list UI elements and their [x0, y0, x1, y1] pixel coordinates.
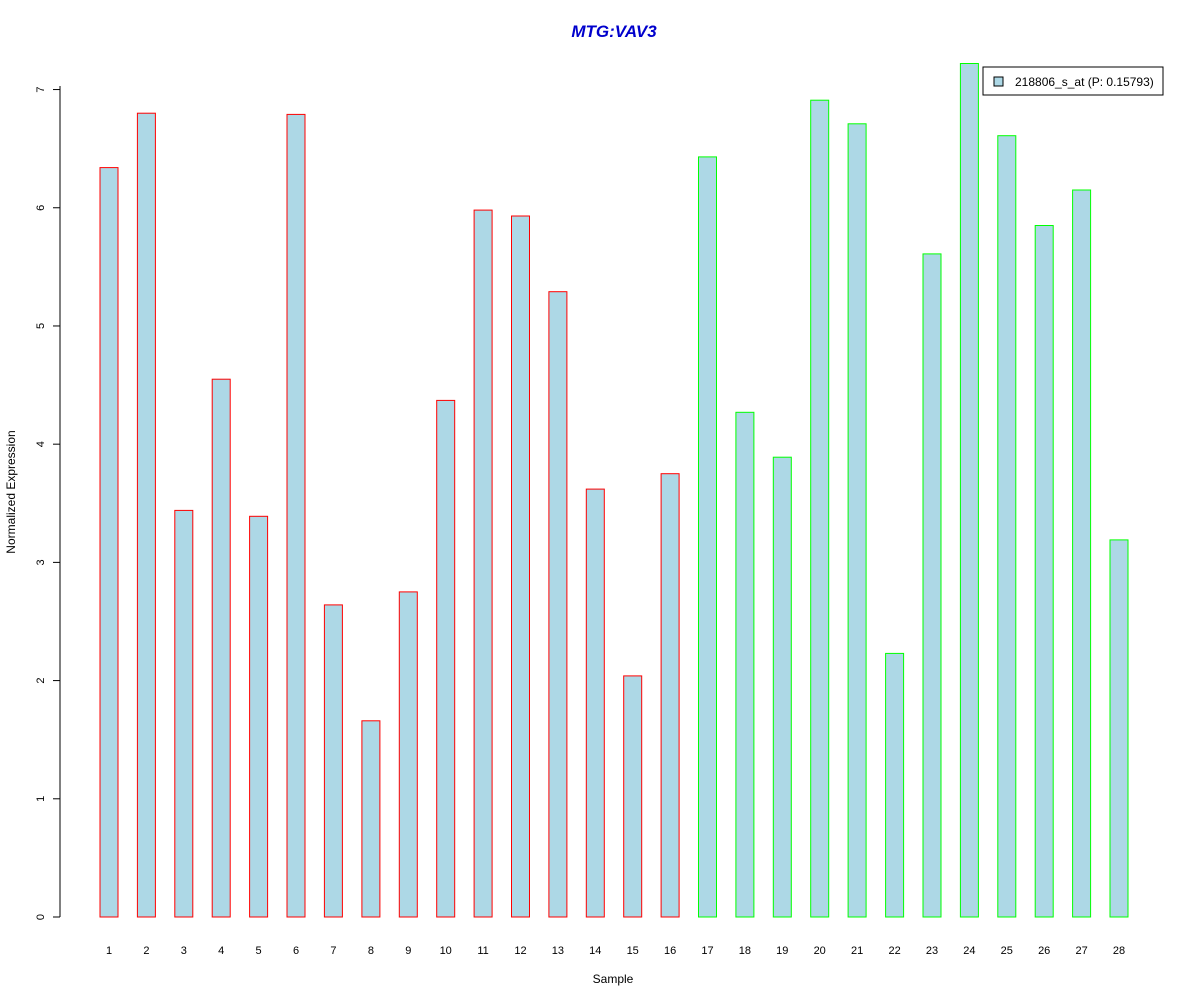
bar-sample-24 — [959, 63, 979, 918]
bar-sample-17 — [698, 156, 717, 918]
x-tick-label-20: 20 — [814, 945, 826, 957]
y-tick-label-7: 7 — [35, 86, 47, 92]
legend-label: 218806_s_at (P: 0.15793) — [1015, 75, 1154, 89]
x-tick-label-8: 8 — [368, 945, 374, 957]
bar-sample-27 — [1072, 189, 1092, 918]
bar-sample-19 — [772, 456, 792, 918]
y-axis-ticks: 0 1 2 3 4 5 6 7 — [35, 86, 60, 920]
bar-sample-23 — [922, 253, 942, 918]
bars-group — [99, 63, 1129, 918]
bar-sample-9 — [398, 591, 418, 918]
legend: 218806_s_at (P: 0.15793) — [982, 66, 1164, 96]
y-tick-label-3: 3 — [35, 559, 47, 565]
bar-sample-1 — [99, 167, 119, 918]
bar-sample-6 — [286, 113, 306, 918]
x-tick-label-25: 25 — [1001, 945, 1013, 957]
x-tick-label-26: 26 — [1038, 945, 1050, 957]
x-tick-label-21: 21 — [851, 945, 863, 957]
bar-sample-12 — [511, 215, 530, 918]
legend-box — [982, 66, 1164, 96]
bar-sample-10 — [436, 399, 456, 918]
x-axis-label: Sample — [593, 972, 634, 986]
y-tick-label-0: 0 — [35, 914, 47, 920]
bar-sample-8 — [361, 720, 381, 918]
x-tick-label-3: 3 — [181, 945, 187, 957]
x-tick-label-9: 9 — [405, 945, 411, 957]
bar-sample-21 — [847, 123, 867, 918]
legend-swatch — [993, 76, 1004, 87]
x-tick-label-19: 19 — [776, 945, 788, 957]
x-tick-label-28: 28 — [1113, 945, 1125, 957]
chart-title: MTG:VAV3 — [571, 22, 657, 41]
bar-sample-13 — [548, 291, 568, 918]
x-tick-label-5: 5 — [256, 945, 262, 957]
bar-sample-25 — [997, 135, 1017, 918]
bar-sample-16 — [660, 473, 680, 918]
x-tick-label-18: 18 — [739, 945, 751, 957]
x-tick-label-15: 15 — [627, 945, 639, 957]
x-tick-label-16: 16 — [664, 945, 676, 957]
x-tick-label-24: 24 — [963, 945, 975, 957]
x-tick-label-17: 17 — [701, 945, 713, 957]
y-tick-label-4: 4 — [35, 441, 47, 447]
x-tick-label-4: 4 — [218, 945, 224, 957]
x-tick-label-7: 7 — [330, 945, 336, 957]
bar-sample-26 — [1034, 225, 1054, 918]
bar-sample-11 — [473, 209, 493, 918]
x-tick-label-14: 14 — [589, 945, 601, 957]
x-tick-label-27: 27 — [1075, 945, 1087, 957]
x-axis-tick-labels: 1 2 3 4 5 6 7 8 9 10 11 12 13 14 15 16 17 18 19 20 21 22 23 24 2… — [106, 945, 1125, 957]
y-tick-label-1: 1 — [35, 796, 47, 802]
bar-sample-3 — [174, 509, 194, 918]
x-tick-label-22: 22 — [888, 945, 900, 957]
y-tick-label-2: 2 — [35, 678, 47, 684]
x-tick-label-1: 1 — [106, 945, 112, 957]
bar-sample-7 — [323, 604, 343, 918]
bar-sample-5 — [249, 515, 269, 918]
bar-sample-2 — [136, 112, 156, 918]
x-tick-label-23: 23 — [926, 945, 938, 957]
bar-sample-20 — [810, 99, 830, 918]
bar-sample-18 — [735, 411, 755, 918]
y-axis-label: Normalized Expression — [4, 430, 18, 553]
x-tick-label-6: 6 — [293, 945, 299, 957]
x-tick-label-13: 13 — [552, 945, 564, 957]
bar-sample-28 — [1109, 539, 1129, 918]
x-tick-label-11: 11 — [477, 945, 488, 957]
x-tick-label-12: 12 — [514, 945, 526, 957]
x-tick-label-10: 10 — [440, 945, 452, 957]
y-tick-label-5: 5 — [35, 323, 47, 329]
bar-sample-22 — [885, 652, 905, 918]
x-tick-label-2: 2 — [143, 945, 149, 957]
bar-sample-14 — [585, 488, 605, 918]
y-tick-label-6: 6 — [35, 205, 47, 211]
bar-sample-15 — [623, 675, 643, 918]
bar-sample-4 — [211, 378, 231, 918]
